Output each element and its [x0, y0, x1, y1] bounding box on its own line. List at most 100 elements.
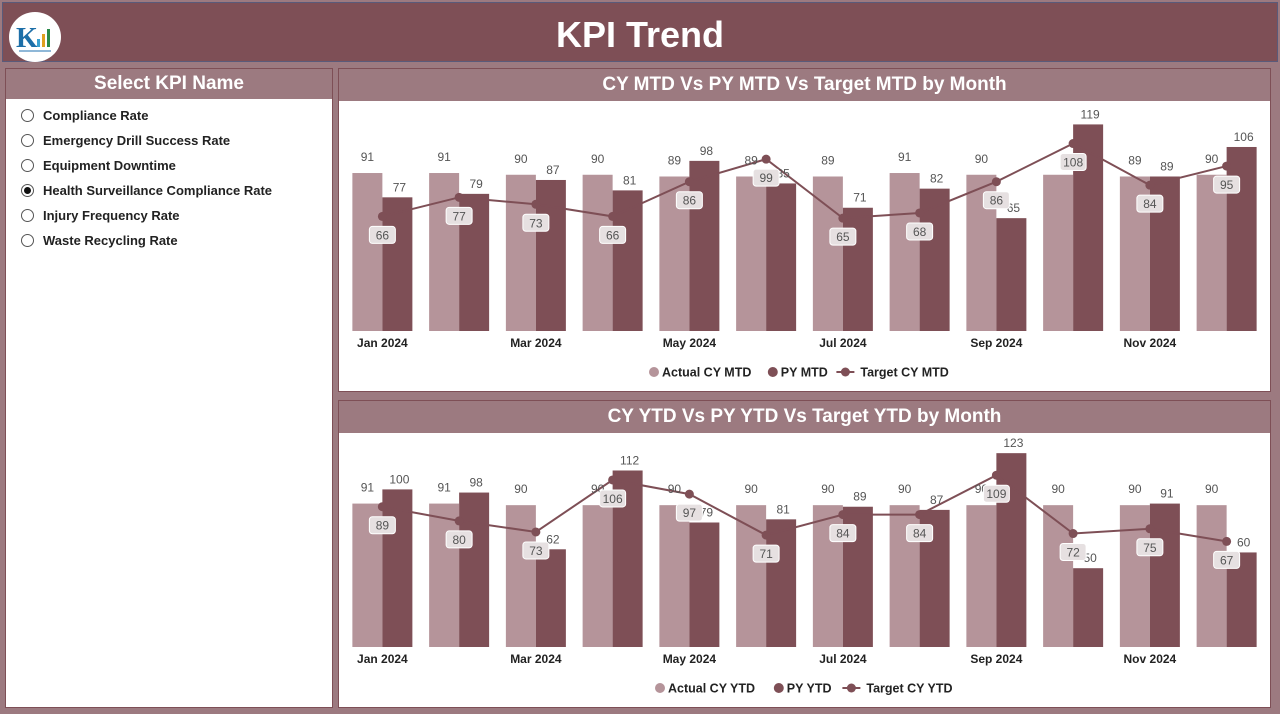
- data-label-target-box: [752, 168, 780, 187]
- bar-py: [535, 549, 566, 647]
- data-label-target: 71: [759, 547, 773, 561]
- data-label-target-box: [368, 225, 396, 244]
- target-line: [382, 474, 1227, 543]
- radio-checked-icon[interactable]: [21, 184, 34, 197]
- company-logo: K: [9, 12, 61, 62]
- bar-py: [996, 453, 1027, 647]
- target-point: [761, 530, 771, 540]
- target-point: [684, 177, 694, 187]
- data-label-target-box: [675, 503, 703, 522]
- radio-unchecked-icon[interactable]: [21, 209, 34, 222]
- data-label-py: 87: [546, 163, 560, 177]
- data-label-actual: 91: [361, 150, 375, 164]
- bar-py: [1226, 146, 1257, 331]
- bar-actual: [889, 173, 920, 331]
- target-point: [377, 211, 387, 221]
- kpi-option[interactable]: Emergency Drill Success Rate: [6, 128, 332, 153]
- data-label-py: 112: [620, 453, 639, 467]
- data-label-py: 81: [776, 502, 790, 516]
- data-label-py: 91: [1160, 487, 1174, 501]
- target-point: [1068, 529, 1078, 539]
- data-label-target-box: [1213, 175, 1241, 194]
- bar-actual: [966, 505, 997, 647]
- kpi-option-label: Emergency Drill Success Rate: [43, 133, 231, 148]
- data-label-target-box: [1136, 194, 1164, 213]
- data-label-actual: 90: [975, 152, 989, 166]
- legend-label-py: PY MTD: [781, 366, 828, 380]
- bar-actual: [1119, 505, 1150, 647]
- data-label-target-box: [982, 484, 1010, 503]
- kpi-option-label: Compliance Rate: [43, 108, 149, 123]
- data-label-py: 65: [1007, 201, 1021, 215]
- legend-label-actual: Actual CY YTD: [668, 682, 755, 696]
- data-label-actual: 90: [668, 482, 682, 496]
- bar-py: [996, 218, 1027, 331]
- data-label-target: 67: [1220, 553, 1234, 567]
- data-label-target-box: [982, 191, 1010, 210]
- data-label-target: 84: [836, 527, 850, 541]
- radio-unchecked-icon[interactable]: [21, 109, 34, 122]
- data-label-target: 80: [452, 533, 466, 547]
- data-label-actual: 90: [898, 482, 912, 496]
- kpi-option[interactable]: Equipment Downtime: [6, 153, 332, 178]
- data-label-target: 65: [836, 230, 850, 244]
- data-label-py: 100: [389, 472, 409, 486]
- data-label-py: 77: [393, 180, 407, 194]
- x-tick-label: May 2024: [663, 336, 717, 350]
- data-label-target-box: [829, 524, 857, 543]
- x-tick-label: Jul 2024: [819, 652, 867, 666]
- target-point: [838, 510, 848, 520]
- legend-label-target: Target CY YTD: [866, 682, 952, 696]
- x-tick-label: Mar 2024: [510, 336, 562, 350]
- kpi-option[interactable]: Injury Frequency Rate: [6, 203, 332, 228]
- data-label-target-box: [1213, 550, 1241, 569]
- data-label-target-box: [522, 541, 550, 560]
- kpi-option[interactable]: Waste Recycling Rate: [6, 228, 332, 253]
- kpi-option[interactable]: Health Surveillance Compliance Rate: [6, 178, 332, 203]
- legend-label-actual: Actual CY MTD: [662, 366, 751, 380]
- target-point: [377, 502, 387, 512]
- data-label-target: 68: [913, 225, 927, 239]
- legend-swatch-target: [846, 683, 856, 693]
- data-label-target: 66: [376, 228, 390, 242]
- data-label-target: 109: [986, 487, 1006, 501]
- data-label-py: 62: [546, 532, 560, 546]
- kpi-option-label: Health Surveillance Compliance Rate: [43, 183, 273, 198]
- target-point: [684, 489, 694, 499]
- bar-py: [382, 197, 413, 331]
- data-label-py: 85: [776, 166, 790, 180]
- bar-py: [1149, 503, 1180, 647]
- radio-unchecked-icon[interactable]: [21, 134, 34, 147]
- target-point: [915, 208, 925, 218]
- target-point: [1222, 536, 1232, 546]
- radio-unchecked-icon[interactable]: [21, 159, 34, 172]
- data-label-py: 98: [469, 476, 483, 490]
- data-label-actual: 89: [1128, 153, 1142, 167]
- data-label-target-box: [829, 227, 857, 246]
- data-label-actual: 91: [898, 150, 912, 164]
- data-label-target-box: [599, 225, 627, 244]
- target-point: [454, 192, 464, 202]
- data-label-target-box: [752, 544, 780, 563]
- x-tick-label: Nov 2024: [1124, 336, 1177, 350]
- kpi-option[interactable]: Compliance Rate: [6, 103, 332, 128]
- data-label-target-box: [1059, 543, 1087, 562]
- radio-unchecked-icon[interactable]: [21, 234, 34, 247]
- data-label-target: 108: [1063, 156, 1083, 170]
- data-label-target: 73: [529, 216, 543, 230]
- bar-actual: [1196, 505, 1227, 647]
- kpi-option-label: Equipment Downtime: [43, 158, 176, 173]
- mtd-chart: 91 77 91 79 90 87 90 81 89 98 89 85 89 71 91 82 90 65 119 8…: [352, 107, 1257, 380]
- data-label-py: 98: [700, 144, 714, 158]
- bar-actual: [429, 173, 460, 331]
- bar-py: [766, 183, 797, 331]
- data-label-target: 72: [1066, 546, 1080, 560]
- data-label-actual: 91: [437, 481, 451, 495]
- legend-swatch-actual: [655, 683, 665, 693]
- target-point: [1145, 524, 1155, 534]
- bar-py: [689, 160, 720, 331]
- mtd-chart-title: CY MTD Vs PY MTD Vs Target MTD by Month: [339, 69, 1270, 101]
- data-label-py: 82: [930, 172, 944, 186]
- data-label-target-box: [906, 222, 934, 241]
- data-label-py: 123: [1003, 436, 1023, 450]
